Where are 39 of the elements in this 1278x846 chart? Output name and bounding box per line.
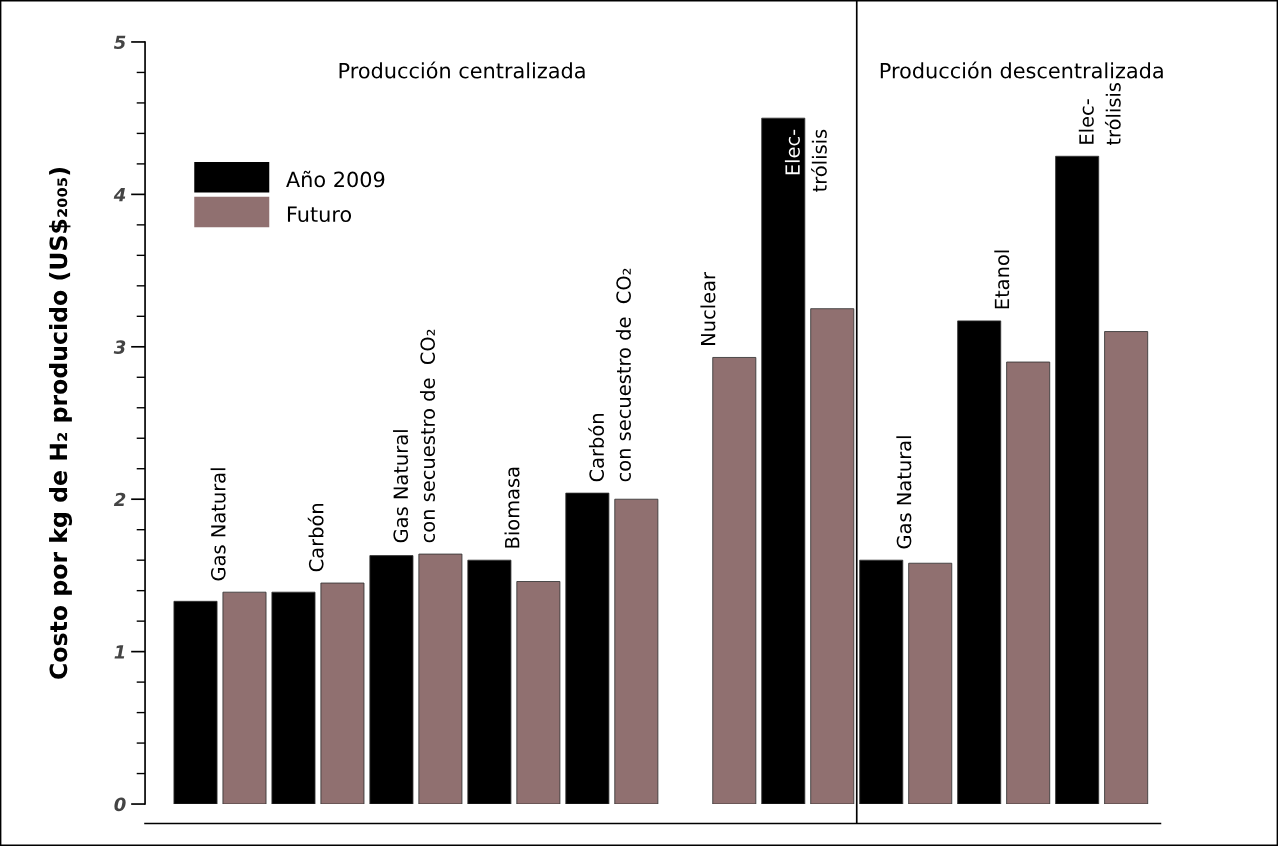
annotation: Producción centralizada bbox=[339, 61, 585, 79]
x-tick-label: Carbón con secuestro de CO₂ bbox=[588, 268, 631, 482]
y-axis-title: Costo por kg de H₂ producido (US$₂₀₀₅) bbox=[49, 167, 73, 679]
x-tick-label: Gas Natural bbox=[896, 436, 912, 549]
bar bbox=[810, 308, 855, 805]
y-tick-label: 4 bbox=[113, 188, 126, 202]
bar bbox=[320, 582, 365, 805]
y-tick-label: 1 bbox=[114, 645, 125, 659]
legend-label: Futuro bbox=[287, 206, 352, 223]
x-tick-label: Carbón bbox=[307, 503, 324, 572]
x-tick-label: Nuclear bbox=[700, 271, 716, 345]
bar bbox=[173, 600, 218, 805]
bar bbox=[1055, 155, 1100, 805]
bar bbox=[761, 117, 806, 805]
bar bbox=[271, 591, 316, 805]
bar bbox=[467, 559, 512, 805]
x-tick-label: Elec- trólisis bbox=[784, 129, 827, 192]
annotation: Producción descentralizada bbox=[880, 61, 1163, 79]
y-tick-label: 2 bbox=[113, 492, 126, 507]
bar bbox=[712, 357, 757, 805]
bar bbox=[516, 581, 561, 805]
x-tick-label: Gas Natural bbox=[210, 468, 226, 581]
x-tick-label: Elec- trólisis bbox=[1078, 83, 1121, 146]
bar bbox=[957, 320, 1002, 805]
y-tick-label: 5 bbox=[113, 35, 126, 50]
x-tick-label: Biomasa bbox=[504, 467, 520, 548]
bar bbox=[369, 555, 414, 805]
bar bbox=[1104, 331, 1149, 805]
y-tick-label: 0 bbox=[114, 797, 126, 812]
bar bbox=[1006, 361, 1051, 805]
bar bbox=[222, 591, 267, 805]
bar bbox=[565, 492, 610, 805]
x-tick-label: Etanol bbox=[994, 250, 1010, 309]
legend-label: Año 2009 bbox=[286, 170, 385, 188]
bar bbox=[614, 498, 659, 805]
y-tick-label: 3 bbox=[113, 340, 126, 354]
bar bbox=[908, 562, 953, 805]
x-tick-label: Gas Natural con secuestro de CO₂ bbox=[393, 329, 436, 543]
bar bbox=[418, 553, 463, 805]
